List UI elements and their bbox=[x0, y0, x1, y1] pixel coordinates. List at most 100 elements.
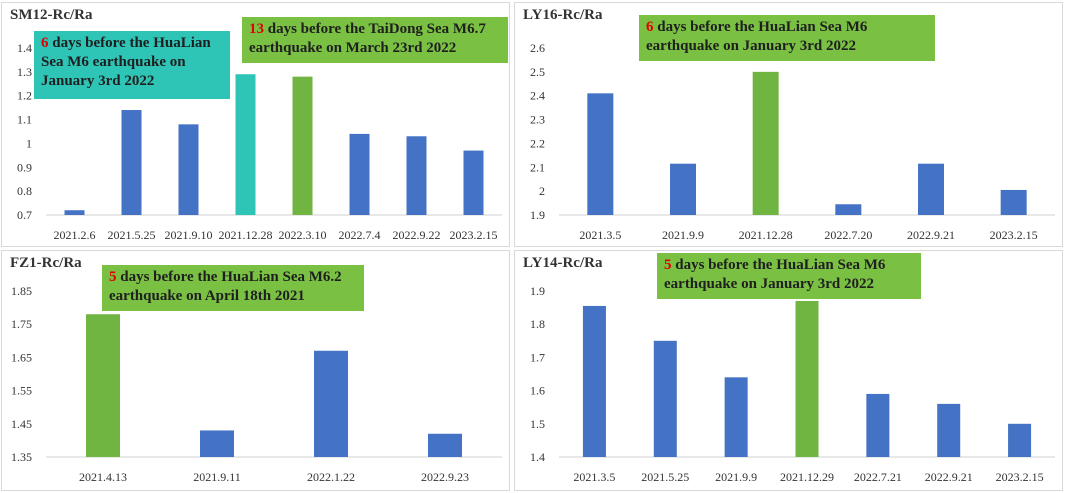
y-tick-label: 0.9 bbox=[17, 160, 32, 174]
x-tick-label: 2021.5.25 bbox=[108, 228, 156, 242]
x-tick-label: 2021.12.29 bbox=[780, 470, 834, 484]
bar-2021.5.25 bbox=[121, 110, 142, 215]
x-tick-label: 2021.9.10 bbox=[165, 228, 213, 242]
y-tick-label: 1.4 bbox=[17, 41, 32, 55]
x-tick-label: 2023.2.15 bbox=[450, 228, 498, 242]
bar-2021.9.10 bbox=[178, 124, 199, 215]
bar-chart-sm12: 0.7 0.8 0.9 1 1.1 1.2 1.3 1.4 2021.2.6 2021.5.25 2… bbox=[17, 41, 502, 242]
y-tick-label: 2.5 bbox=[530, 65, 545, 79]
y-tick-label: 2 bbox=[539, 184, 545, 198]
x-tick-label: 2022.7.4 bbox=[339, 228, 381, 242]
bar-2022.9.21 bbox=[918, 163, 944, 215]
callout-days-number: 13 bbox=[249, 21, 264, 37]
x-tick-label: 2021.9.9 bbox=[715, 470, 757, 484]
y-tick-label: 1.4 bbox=[530, 450, 545, 464]
bar-chart-ly14: 1.4 1.5 1.6 1.7 1.8 1.9 2021.3.5 2021.5.25 2021.… bbox=[530, 284, 1055, 484]
bar-2023.2.15 bbox=[1000, 189, 1027, 215]
x-tick-label: 2021.3.5 bbox=[579, 228, 621, 242]
bar-2021.2.6 bbox=[64, 210, 85, 215]
bar-2022.9.22 bbox=[406, 136, 427, 215]
x-tick-label: 2021.2.6 bbox=[54, 228, 96, 242]
y-tick-label: 1.55 bbox=[11, 384, 32, 398]
callout-text: days before the HuaLian Sea M6 earthquak… bbox=[41, 35, 211, 89]
y-tick-label: 0.7 bbox=[17, 208, 32, 222]
x-tick-label: 2022.7.20 bbox=[824, 228, 872, 242]
y-tick-label: 1.35 bbox=[11, 450, 32, 464]
y-tick-label: 2.3 bbox=[530, 113, 545, 127]
callout-days-number: 5 bbox=[664, 257, 672, 273]
y-tick-label: 1.75 bbox=[11, 317, 32, 331]
callout-text: days before the HuaLian Sea M6.2 earthqu… bbox=[109, 269, 342, 304]
x-tick-label: 2021.3.5 bbox=[573, 470, 615, 484]
x-tick-label: 2023.2.15 bbox=[996, 470, 1044, 484]
y-tick-label: 1.9 bbox=[530, 284, 545, 298]
x-tick-label: 2021.12.28 bbox=[219, 228, 273, 242]
callout-days-number: 6 bbox=[646, 19, 654, 35]
y-tick-label: 1.7 bbox=[530, 350, 545, 364]
x-tick-label: 2021.12.28 bbox=[739, 228, 793, 242]
chart-title: FZ1-Rc/Ra bbox=[10, 255, 82, 271]
bar-2022.9.21 bbox=[937, 403, 961, 457]
bar-2021.12.29 bbox=[795, 300, 819, 457]
y-tick-label: 0.8 bbox=[17, 184, 32, 198]
x-tick-label: 2022.9.22 bbox=[393, 228, 441, 242]
y-tick-label: 1.45 bbox=[11, 417, 32, 431]
x-tick-label: 2022.1.22 bbox=[307, 470, 355, 484]
y-tick-label: 1.8 bbox=[530, 317, 545, 331]
chart-panel-sm12: 0.7 0.8 0.9 1 1.1 1.2 1.3 1.4 2021.2.6 2021.5.25 2… bbox=[1, 2, 510, 247]
chart-title: LY14-Rc/Ra bbox=[523, 255, 603, 271]
bar-2021.5.25 bbox=[653, 340, 677, 457]
callout-hualian-jan-2022: 6 days before the HuaLian Sea M6 earthqu… bbox=[34, 31, 230, 99]
y-tick-label: 2.2 bbox=[530, 136, 545, 150]
callout-hualian-apr-2021: 5 days before the HuaLian Sea M6.2 earth… bbox=[102, 265, 364, 311]
callout-text: days before the HuaLian Sea M6 earthquak… bbox=[646, 19, 868, 54]
x-tick-label: 2021.5.25 bbox=[641, 470, 689, 484]
bar-2021.4.13 bbox=[86, 314, 120, 457]
chart-panel-ly16: 1.9 2 2.1 2.2 2.3 2.4 2.5 2.6 2021.3.5 2021.9.9 20… bbox=[514, 2, 1063, 247]
x-tick-label: 2022.7.21 bbox=[854, 470, 902, 484]
y-tick-label: 1.65 bbox=[11, 350, 32, 364]
bar-2021.3.5 bbox=[582, 305, 606, 457]
x-tick-label: 2022.3.10 bbox=[279, 228, 327, 242]
x-tick-label: 2022.9.21 bbox=[925, 470, 973, 484]
y-tick-label: 1.2 bbox=[17, 89, 32, 103]
bar-2021.3.5 bbox=[587, 93, 614, 215]
bar-2022.1.22 bbox=[314, 350, 348, 457]
bar-2021.12.28 bbox=[752, 71, 779, 215]
y-tick-label: 1.6 bbox=[530, 384, 545, 398]
y-tick-label: 1.9 bbox=[530, 208, 545, 222]
bar-2021.9.11 bbox=[200, 430, 234, 457]
chart-title: SM12-Rc/Ra bbox=[10, 7, 93, 23]
callout-text: days before the TaiDong Sea M6.7 earthqu… bbox=[249, 21, 486, 56]
bar-2022.7.4 bbox=[349, 133, 370, 215]
bar-2023.2.15 bbox=[1008, 423, 1032, 457]
bar-2022.9.23 bbox=[428, 433, 462, 457]
x-tick-label: 2022.9.21 bbox=[907, 228, 955, 242]
bar-2022.3.10 bbox=[292, 76, 313, 215]
bar-2023.2.15 bbox=[463, 150, 484, 215]
x-tick-label: 2021.9.11 bbox=[193, 470, 241, 484]
x-tick-label: 2023.2.15 bbox=[990, 228, 1038, 242]
chart-panel-fz1: 1.35 1.45 1.55 1.65 1.75 1.85 2021.4.13 2021.9.… bbox=[1, 250, 510, 491]
bar-chart-fz1: 1.35 1.45 1.55 1.65 1.75 1.85 2021.4.13 2021.9.… bbox=[11, 284, 502, 484]
x-tick-label: 2022.9.23 bbox=[421, 470, 469, 484]
y-tick-label: 2.1 bbox=[530, 160, 545, 174]
y-tick-label: 1.1 bbox=[17, 113, 32, 127]
bar-2022.7.21 bbox=[866, 393, 890, 457]
y-tick-label: 1 bbox=[26, 136, 32, 150]
y-tick-label: 1.3 bbox=[17, 65, 32, 79]
bar-chart-ly16: 1.9 2 2.1 2.2 2.3 2.4 2.5 2.6 2021.3.5 2021.9.9 20… bbox=[530, 41, 1055, 242]
x-tick-label: 2021.4.13 bbox=[79, 470, 127, 484]
callout-days-number: 5 bbox=[109, 269, 117, 285]
bar-2021.9.9 bbox=[670, 163, 696, 215]
chart-panel-ly14: 1.4 1.5 1.6 1.7 1.8 1.9 2021.3.5 2021.5.25 2021.… bbox=[514, 250, 1063, 491]
callout-taidong-mar-2022: 13 days before the TaiDong Sea M6.7 eart… bbox=[242, 17, 508, 63]
bar-2021.12.28 bbox=[235, 74, 256, 215]
callout-days-number: 6 bbox=[41, 35, 49, 51]
y-tick-label: 2.4 bbox=[530, 89, 545, 103]
callout-hualian-jan-2022: 6 days before the HuaLian Sea M6 earthqu… bbox=[639, 15, 935, 61]
chart-title: LY16-Rc/Ra bbox=[523, 7, 603, 23]
callout-text: days before the HuaLian Sea M6 earthquak… bbox=[664, 257, 886, 292]
bar-2021.9.9 bbox=[724, 377, 748, 457]
y-tick-label: 1.85 bbox=[11, 284, 32, 298]
